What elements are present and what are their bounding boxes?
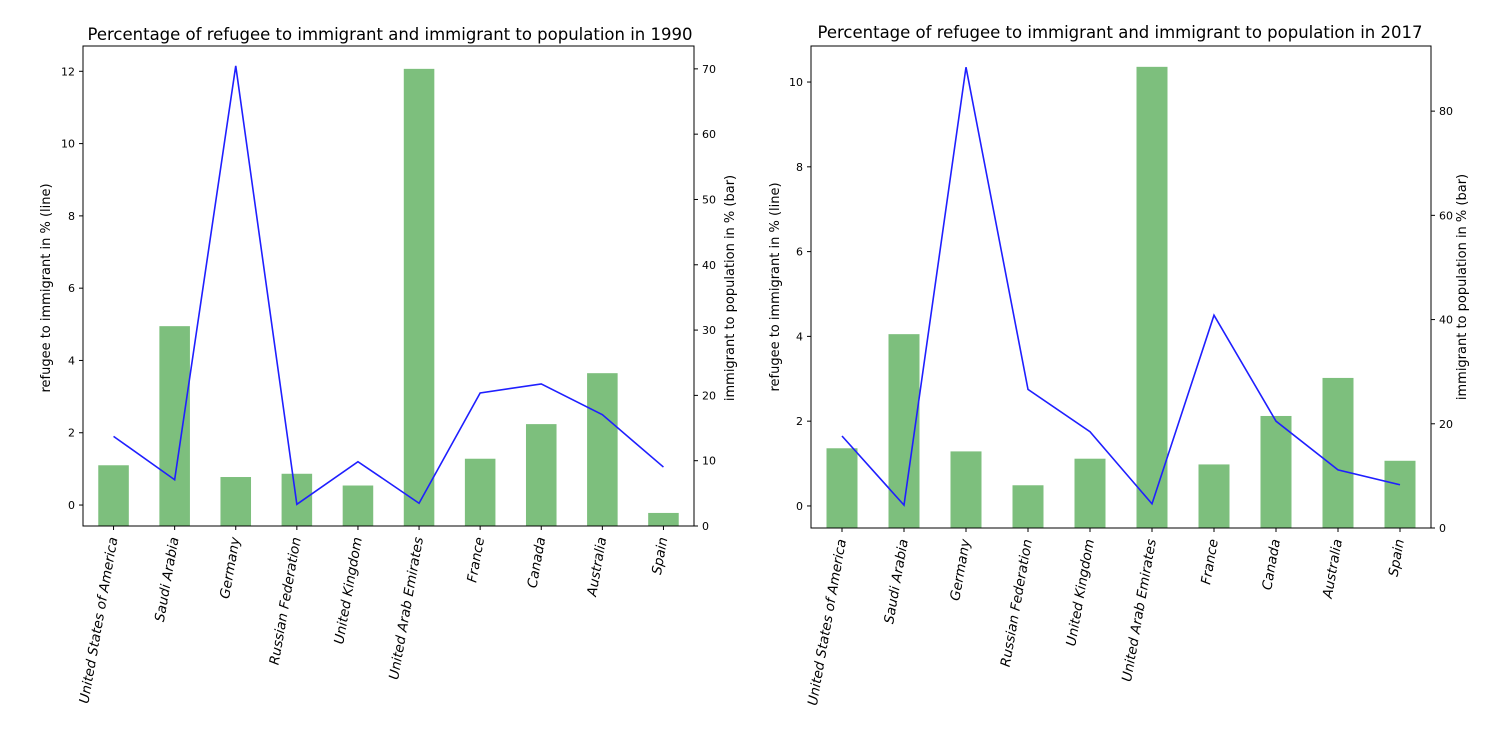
chart-1990-right-tick-label-6: 60 bbox=[702, 128, 716, 141]
chart-2017-left-tick-label-4: 8 bbox=[796, 161, 803, 174]
chart-2017-bar-8 bbox=[1322, 377, 1354, 528]
chart-2017-x-tick-label-5: United Arab Emirates bbox=[1119, 538, 1160, 683]
chart-1990-ylabel-left: refugee to immigrant in % (line) bbox=[39, 183, 54, 392]
chart-1990-bar-0 bbox=[98, 465, 129, 526]
chart-2017-x-tick-label-6: France bbox=[1198, 538, 1222, 586]
chart-1990-bar-1 bbox=[159, 326, 190, 526]
chart-1990-x-tick-label-9: Spain bbox=[649, 536, 671, 576]
chart-1990-title: Percentage of refugee to immigrant and i… bbox=[87, 25, 692, 44]
chart-2017-right-tick-label-1: 20 bbox=[1439, 418, 1453, 431]
chart-2017-x-tick-label-3: Russian Federation bbox=[998, 538, 1036, 668]
chart-1990-bar-9 bbox=[648, 512, 679, 526]
chart-2017-bar-9 bbox=[1384, 460, 1416, 528]
chart-2017-x-tick-label-4: United Kingdom bbox=[1063, 538, 1098, 647]
chart-2017-bar-4 bbox=[1074, 458, 1106, 528]
chart-1990-line-series bbox=[113, 65, 664, 506]
chart-2017-right-tick-label-0: 0 bbox=[1439, 522, 1446, 535]
chart-2017-left-tick-label-5: 10 bbox=[789, 76, 803, 89]
chart-1990-plot-frame bbox=[82, 45, 695, 527]
chart-2017-bar-2 bbox=[950, 451, 982, 528]
chart-2017-line-series bbox=[841, 67, 1401, 507]
chart-2017-left-tick-label-3: 6 bbox=[796, 246, 803, 259]
chart-2017-x-tick-label-0: United States of America bbox=[805, 538, 850, 707]
chart-1990-right-tick-label-5: 50 bbox=[702, 193, 716, 206]
chart-1990-right-tick-label-0: 0 bbox=[702, 520, 709, 533]
chart-2017-title: Percentage of refugee to immigrant and i… bbox=[817, 23, 1422, 42]
chart-1990-bar-5 bbox=[403, 68, 435, 527]
chart-2017-ylabel-right: immigrant to population in % (bar) bbox=[1455, 174, 1470, 400]
chart-2017-right-tick-label-2: 40 bbox=[1439, 314, 1453, 327]
chart-2017-right-tick-label-3: 60 bbox=[1439, 209, 1453, 222]
chart-1990-left-tick-label-2: 4 bbox=[68, 354, 75, 367]
chart-2017-left-tick-label-1: 2 bbox=[796, 415, 803, 428]
chart-1990-left-tick-label-1: 2 bbox=[68, 427, 75, 440]
chart-2017-x-tick-label-8: Australia bbox=[1320, 538, 1346, 601]
chart-1990-right-tick-label-1: 10 bbox=[702, 455, 716, 468]
chart-1990-right-tick-label-2: 20 bbox=[702, 389, 716, 402]
chart-2017-x-tick-label-9: Spain bbox=[1386, 538, 1408, 578]
chart-2017-plot-frame bbox=[810, 45, 1432, 529]
chart-2017-bar-5 bbox=[1136, 66, 1168, 528]
chart-1990-ylabel-right: immigrant to population in % (bar) bbox=[723, 175, 738, 401]
chart-1990-bar-8 bbox=[587, 373, 618, 526]
chart-2017-bar-3 bbox=[1012, 485, 1044, 528]
chart-1990-bar-7 bbox=[525, 424, 557, 526]
chart-2017-left-tick-label-2: 4 bbox=[796, 330, 803, 343]
chart-2017-left-tick-label-0: 0 bbox=[796, 500, 803, 513]
chart-1990-left-tick-label-3: 6 bbox=[68, 282, 75, 295]
chart-1990-right-tick-label-4: 40 bbox=[702, 259, 716, 272]
chart-2017-ylabel-left: refugee to immigrant in % (line) bbox=[768, 182, 783, 391]
chart-2017-x-tick-label-1: Saudi Arabia bbox=[881, 538, 912, 625]
chart-2017-bar-6 bbox=[1198, 464, 1230, 528]
chart-1990-bar-6 bbox=[464, 458, 496, 526]
chart-1990-left-tick-label-4: 8 bbox=[68, 210, 75, 223]
chart-1990-bar-2 bbox=[220, 477, 252, 526]
chart-2017-bar-7 bbox=[1260, 415, 1292, 528]
chart-1990-left-tick-label-6: 12 bbox=[61, 65, 75, 78]
chart-2017-bar-0 bbox=[826, 448, 858, 528]
chart-1990-right-tick-label-7: 70 bbox=[702, 63, 716, 76]
chart-1990-right-tick-label-3: 30 bbox=[702, 324, 716, 337]
chart-2017-x-tick-label-2: Germany bbox=[947, 537, 974, 602]
chart-1990-left-tick-label-5: 10 bbox=[61, 138, 75, 151]
chart-2017-x-tick-label-7: Canada bbox=[1259, 538, 1284, 591]
chart-1990-left-tick-label-0: 0 bbox=[68, 499, 75, 512]
chart-2017-right-tick-label-4: 80 bbox=[1439, 105, 1453, 118]
chart-1990-x-tick-label-6: France bbox=[464, 536, 488, 584]
chart-1990-bar-4 bbox=[342, 485, 374, 526]
